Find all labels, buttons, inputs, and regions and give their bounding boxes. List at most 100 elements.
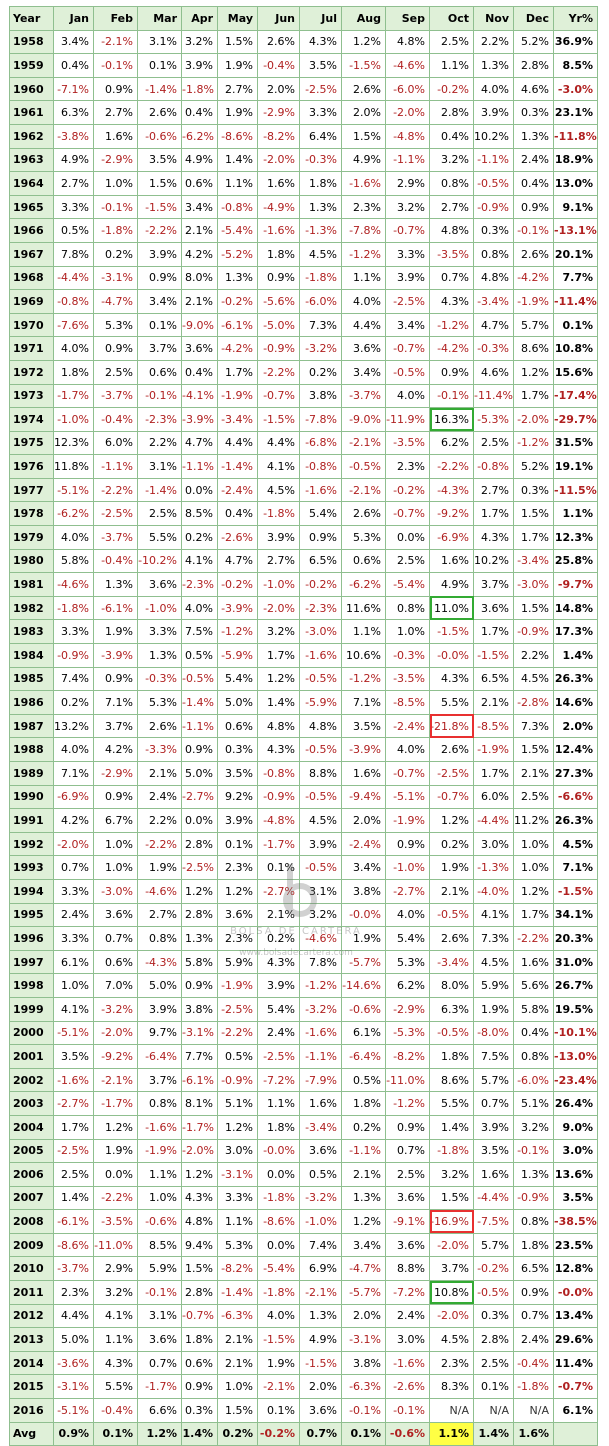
year-cell: 1999: [9, 996, 54, 1022]
table-row: 1987 13.2% 3.7% 2.6% -1.1% 0.6% 4.8% 4.8% 3.5% -2…: [9, 713, 598, 739]
monthly-return-cell: -1.9%: [137, 1138, 182, 1164]
yearly-return-cell: -1.5%: [553, 878, 598, 904]
average-cell: -0.6%: [385, 1421, 430, 1446]
monthly-return-cell: -1.5%: [473, 643, 514, 668]
monthly-return-cell: -7.1%: [53, 76, 94, 102]
year-cell: 1980: [9, 548, 54, 574]
monthly-return-cell: -5.9%: [299, 690, 342, 715]
monthly-return-cell: -1.1%: [385, 147, 430, 173]
monthly-return-cell: -0.1%: [341, 1398, 386, 1423]
monthly-return-cell: 3.4%: [341, 855, 386, 880]
monthly-return-cell: 2.5%: [473, 430, 514, 456]
monthly-return-cell: 7.4%: [53, 666, 94, 692]
yearly-return-cell: 26.3%: [553, 808, 598, 833]
monthly-return-cell: 1.3%: [341, 1185, 386, 1211]
monthly-return-cell: 0.9%: [93, 666, 138, 692]
monthly-return-cell: 1.1%: [217, 171, 258, 196]
monthly-return-cell: -2.9%: [385, 996, 430, 1022]
monthly-return-cell: 3.3%: [385, 241, 430, 267]
monthly-return-cell: -3.4%: [299, 1114, 342, 1140]
monthly-return-cell: 4.3%: [181, 1185, 218, 1211]
monthly-return-cell: -2.4%: [385, 713, 430, 739]
yearly-return-cell: -13.1%: [553, 218, 598, 243]
monthly-return-cell: 6.1%: [341, 1020, 386, 1046]
yearly-return-cell: -11.4%: [553, 289, 598, 314]
monthly-return-cell: 2.1%: [137, 761, 182, 786]
monthly-return-cell: 2.6%: [137, 100, 182, 125]
monthly-return-cell: 1.8%: [53, 359, 94, 385]
monthly-return-cell: 0.2%: [257, 926, 300, 951]
monthly-return-cell: 3.9%: [137, 996, 182, 1022]
monthly-return-cell: 0.4%: [513, 171, 554, 196]
year-cell: 1993: [9, 855, 54, 880]
year-cell: 1970: [9, 312, 54, 338]
monthly-return-cell: -0.4%: [93, 548, 138, 574]
monthly-return-cell: -4.9%: [257, 194, 300, 220]
monthly-return-cell: 0.7%: [473, 1091, 514, 1116]
year-cell: 1990: [9, 784, 54, 810]
monthly-return-cell: 2.1%: [473, 690, 514, 715]
monthly-return-cell: -5.4%: [385, 572, 430, 597]
monthly-return-cell: 4.0%: [181, 595, 218, 621]
monthly-return-cell: 1.3%: [217, 265, 258, 291]
monthly-return-cell: -1.1%: [181, 713, 218, 739]
table-row: 2005 -2.5% 1.9% -1.9% -2.0% 3.0% -0.0% 3.6% -1.1…: [9, 1138, 598, 1164]
monthly-return-cell: 3.3%: [53, 878, 94, 904]
column-header-sep: Sep: [385, 6, 430, 31]
monthly-return-cell: -3.2%: [299, 1185, 342, 1211]
table-row: 2016 -5.1% -0.4% 6.6% 0.3% 1.5% 0.1% 3.6% -0.1% -…: [9, 1398, 598, 1423]
monthly-return-cell: 3.1%: [137, 1303, 182, 1329]
monthly-return-cell: 0.2%: [181, 525, 218, 550]
monthly-return-cell: -0.7%: [429, 784, 474, 810]
monthly-return-cell: 5.0%: [181, 761, 218, 786]
monthly-return-cell: 0.9%: [385, 1114, 430, 1140]
monthly-return-cell: -3.4%: [473, 289, 514, 314]
year-cell: 1985: [9, 666, 54, 692]
monthly-return-cell: -2.4%: [217, 477, 258, 503]
monthly-return-cell: -1.1%: [473, 147, 514, 173]
monthly-return-cell: -1.0%: [257, 572, 300, 597]
monthly-return-cell: 1.0%: [513, 855, 554, 880]
column-header-jun: Jun: [257, 6, 300, 31]
monthly-return-cell: 1.1%: [257, 1091, 300, 1116]
monthly-return-cell: 4.4%: [53, 1303, 94, 1329]
monthly-return-cell: -0.0%: [341, 902, 386, 928]
monthly-return-cell: 5.8%: [53, 548, 94, 574]
monthly-return-cell: 0.9%: [137, 265, 182, 291]
monthly-return-cell: -2.5%: [93, 501, 138, 527]
monthly-return-cell: -0.7%: [385, 761, 430, 786]
monthly-return-cell: 4.5%: [299, 808, 342, 833]
monthly-return-cell: -1.9%: [217, 973, 258, 998]
monthly-return-cell: -0.5%: [299, 855, 342, 880]
monthly-return-cell: -4.6%: [137, 878, 182, 904]
monthly-return-cell: 4.4%: [341, 312, 386, 338]
monthly-return-cell: -1.5%: [257, 1327, 300, 1352]
monthly-return-cell: 4.1%: [53, 996, 94, 1022]
monthly-return-cell: 0.8%: [513, 1209, 554, 1234]
monthly-return-cell: -14.6%: [341, 973, 386, 998]
monthly-return-cell: -9.0%: [181, 312, 218, 338]
monthly-return-cell: 7.8%: [299, 949, 342, 975]
monthly-return-cell: -1.4%: [181, 690, 218, 715]
monthly-return-cell: 2.6%: [257, 29, 300, 55]
yearly-return-cell: 10.8%: [553, 336, 598, 361]
monthly-return-cell: 2.0%: [341, 808, 386, 833]
monthly-return-cell: 3.9%: [257, 973, 300, 998]
monthly-return-cell: 4.0%: [385, 383, 430, 409]
monthly-return-cell: -2.0%: [181, 1138, 218, 1164]
monthly-return-cell: -1.2%: [385, 1091, 430, 1116]
monthly-return-cell: -0.9%: [53, 643, 94, 668]
monthly-return-cell: 1.7%: [513, 902, 554, 928]
monthly-return-cell: 8.0%: [429, 973, 474, 998]
monthly-return-cell: 9.2%: [217, 784, 258, 810]
table-row: 1968 -4.4% -3.1% 0.9% 8.0% 1.3% 0.9% -1.8% 1.1% 3…: [9, 265, 598, 291]
monthly-return-cell: 0.1%: [257, 855, 300, 880]
monthly-return-cell: 11.8%: [53, 454, 94, 479]
monthly-return-cell: 1.7%: [257, 643, 300, 668]
monthly-return-cell: 2.6%: [513, 241, 554, 267]
monthly-return-cell: -0.5%: [429, 902, 474, 928]
table-row: 2015 -3.1% 5.5% -1.7% 0.9% 1.0% -2.1% 2.0% -6.3%…: [9, 1374, 598, 1400]
year-cell: 1971: [9, 336, 54, 361]
monthly-return-cell: 4.1%: [473, 902, 514, 928]
monthly-return-cell: -1.5%: [299, 1350, 342, 1376]
